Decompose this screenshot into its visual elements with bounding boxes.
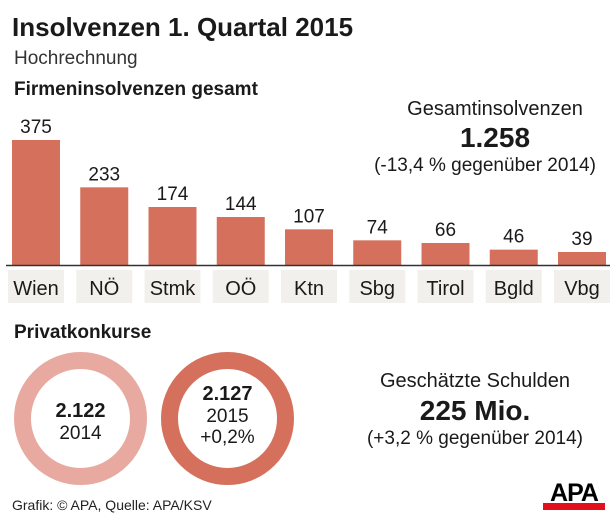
category-label-bg: [417, 270, 474, 303]
value-label: 233: [88, 164, 120, 185]
value-label: 46: [503, 227, 524, 248]
ring-2014-value: 2.122: [55, 400, 106, 422]
bar-OÖ: [216, 217, 265, 265]
category-label: Stmk: [150, 278, 197, 300]
apa-logo: APA: [543, 479, 605, 511]
ring-2014-year: 2014: [59, 423, 102, 444]
category-label-bg: [349, 270, 406, 303]
total-value: 1.258: [459, 122, 531, 153]
value-label: 174: [157, 184, 189, 205]
category-label-bg: [212, 270, 269, 303]
category-label: Bgld: [494, 278, 534, 300]
value-label: 66: [435, 220, 456, 241]
value-label: 107: [293, 206, 325, 227]
value-label: 144: [225, 194, 257, 215]
category-label: NÖ: [89, 278, 119, 300]
bar-Wien: [12, 140, 60, 265]
category-label: OÖ: [225, 278, 256, 300]
ring-2014: 2.122 2014: [14, 352, 147, 485]
value-label: 39: [571, 229, 592, 250]
category-label-bg: [144, 270, 201, 303]
ring-2015-value: 2.127: [202, 383, 253, 405]
bar-Ktn: [285, 229, 333, 265]
subtitle: Hochrechnung: [14, 48, 138, 69]
category-label: Vbg: [564, 278, 600, 300]
category-label: Wien: [13, 278, 59, 300]
apa-logo-text: APA: [550, 479, 599, 507]
bar-Vbg: [558, 252, 606, 265]
source-credit: Grafik: © APA, Quelle: APA/KSV: [12, 497, 212, 513]
apa-logo-bar: [543, 503, 605, 510]
category-label: Ktn: [294, 278, 324, 300]
ring-2015: 2.127 2015 +0,2%: [161, 352, 294, 485]
category-label-bg: [554, 270, 610, 303]
debt-change: (+3,2 % gegenüber 2014): [366, 428, 584, 449]
category-label-bg: [485, 270, 542, 303]
bar-Sbg: [353, 240, 402, 265]
firm-section-title: Firmeninsolvenzen gesamt: [14, 79, 258, 100]
category-label: Sbg: [359, 278, 395, 300]
private-section-title: Privatkonkurse: [14, 322, 152, 343]
bar-Stmk: [148, 207, 197, 265]
category-label: Tirol: [426, 278, 464, 300]
value-label: 375: [20, 117, 52, 138]
total-change: (-13,4 % gegenüber 2014): [374, 155, 596, 176]
bar-Tirol: [421, 243, 470, 265]
page-title: Insolvenzen 1. Quartal 2015: [12, 12, 354, 42]
total-label: Gesamtinsolvenzen: [407, 98, 583, 120]
category-label-bg: [76, 270, 133, 303]
bar-Bgld: [489, 249, 538, 265]
ring-2015-change: +0,2%: [200, 427, 255, 448]
ring-2015-year: 2015: [206, 406, 249, 427]
category-label-bg: [8, 270, 64, 303]
bar-NÖ: [80, 187, 129, 265]
debt-value: 225 Mio.: [419, 395, 531, 426]
debt-label: Geschätzte Schulden: [379, 370, 571, 392]
category-label-bg: [281, 270, 337, 303]
value-label: 74: [367, 217, 389, 238]
bar-chart: 375 Wien 233 NÖ 174 Stmk 144 OÖ 107 Ktn 74 Sbg 66 Tir…: [6, 117, 610, 303]
